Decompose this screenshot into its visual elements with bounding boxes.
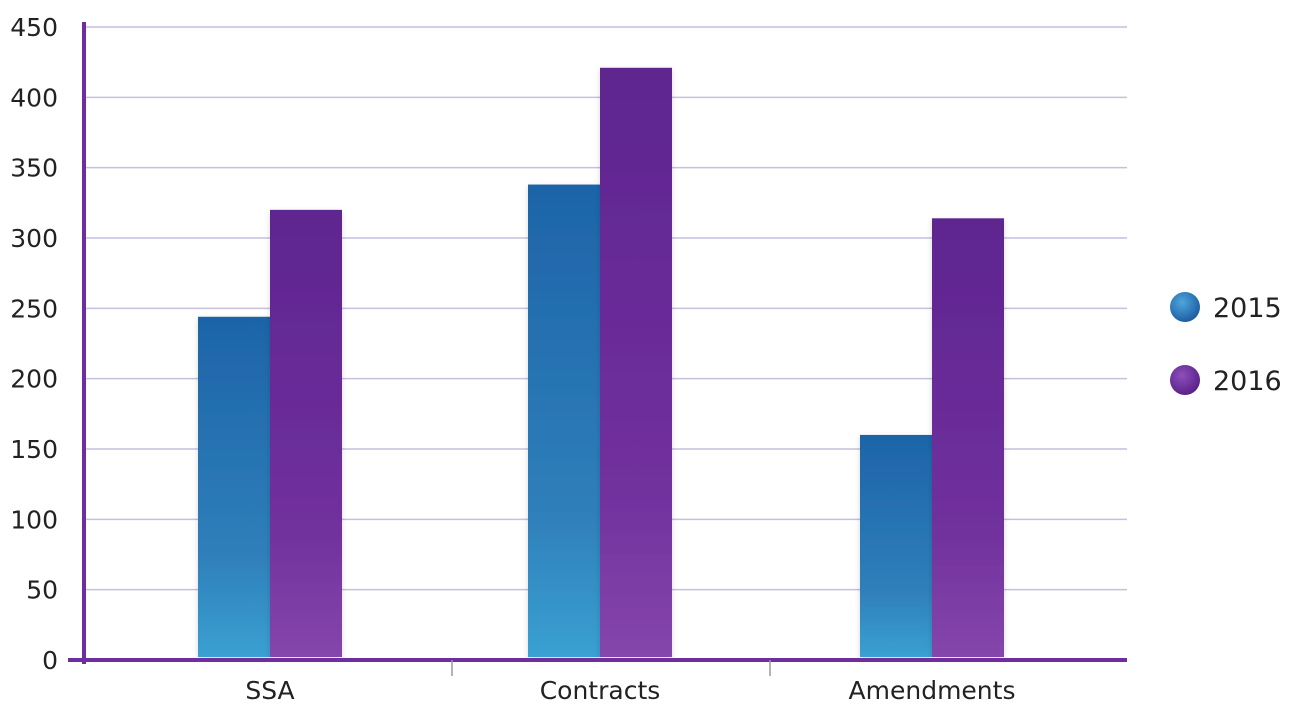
bars xyxy=(198,67,1004,657)
y-tick-label: 250 xyxy=(10,294,58,323)
y-tick-label: 450 xyxy=(10,13,58,42)
x-tick-label: Contracts xyxy=(540,676,661,704)
y-tick-label: 200 xyxy=(10,365,58,394)
bar-amendments-2015 xyxy=(860,434,932,657)
x-tick-label: SSA xyxy=(245,676,294,704)
legend-label-2016: 2016 xyxy=(1213,366,1282,397)
y-tick-label: 100 xyxy=(10,505,58,534)
y-tick-label: 300 xyxy=(10,224,58,253)
tick-labels: 0 50 100 150 200 250 300 350 400 450 SSA Contracts A… xyxy=(10,13,1016,705)
legend-marker-2016 xyxy=(1170,365,1200,395)
bar-contracts-2015 xyxy=(528,184,600,657)
y-tick-label: 0 xyxy=(42,646,58,675)
bar-ssa-2015 xyxy=(198,316,270,657)
bar-ssa-2016 xyxy=(270,209,342,657)
legend-label-2015: 2015 xyxy=(1213,293,1282,324)
y-tick-label: 50 xyxy=(26,576,58,605)
axes xyxy=(68,22,1127,676)
bar-amendments-2016 xyxy=(932,218,1004,657)
y-tick-label: 350 xyxy=(10,154,58,183)
y-tick-label: 150 xyxy=(10,435,58,464)
y-tick-label: 400 xyxy=(10,83,58,112)
x-tick-label: Amendments xyxy=(849,676,1016,704)
legend: 2015 2016 xyxy=(1170,292,1282,397)
bar-contracts-2016 xyxy=(600,67,672,657)
legend-marker-2015 xyxy=(1170,292,1200,322)
